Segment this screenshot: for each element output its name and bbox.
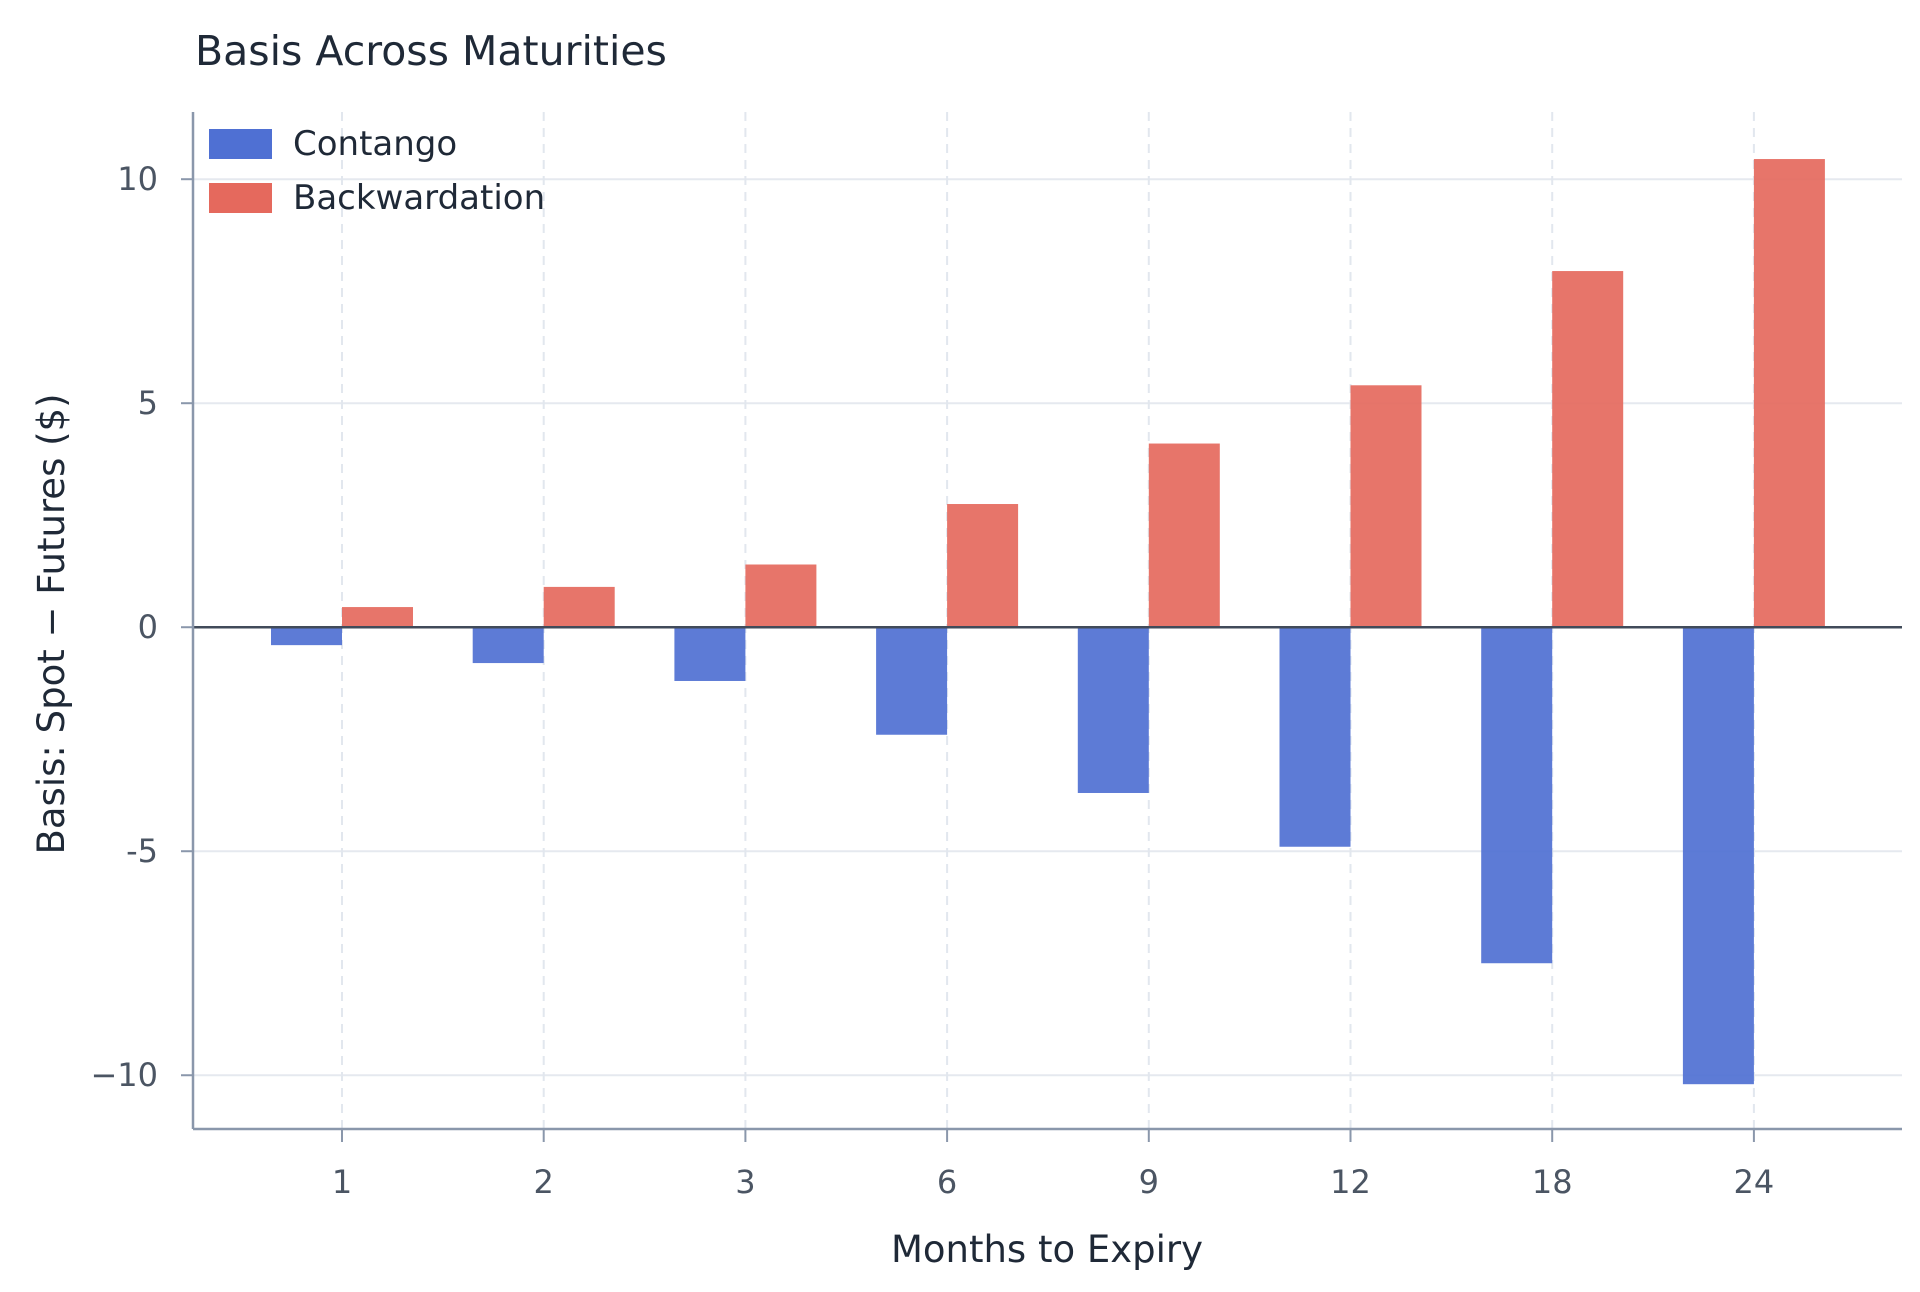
backwardation-bar: [1350, 385, 1422, 628]
legend: Contango Backwardation: [209, 124, 545, 218]
contango-bar: [876, 627, 948, 735]
bars: [271, 159, 1825, 1085]
backwardation-bar: [342, 607, 413, 628]
axes: [181, 112, 1902, 1142]
contango-bar: [472, 627, 544, 664]
x-tick-label: 24: [1734, 1163, 1775, 1201]
backwardation-bar: [1148, 443, 1220, 628]
x-tick-label: 18: [1532, 1163, 1573, 1201]
y-tick-label: −10: [90, 1056, 158, 1094]
backwardation-bar: [1552, 271, 1624, 628]
legend-label-contango: Contango: [293, 124, 457, 164]
x-tick-label: 3: [735, 1163, 755, 1201]
contango-bar: [674, 627, 746, 681]
x-axis-label: Months to Expiry: [891, 1228, 1203, 1271]
backwardation-bar: [1753, 159, 1825, 628]
grid-lines: [193, 112, 1902, 1129]
x-tick-label: 12: [1330, 1163, 1371, 1201]
legend-label-backwardation: Backwardation: [293, 178, 545, 218]
backwardation-bar: [543, 586, 615, 628]
contango-bar: [271, 627, 342, 646]
y-tick-label: 0: [138, 608, 158, 646]
x-tick-label: 2: [534, 1163, 554, 1201]
legend-swatch-contango: [209, 129, 272, 159]
y-axis-label: Basis: Spot − Futures ($): [30, 393, 73, 854]
x-tick-label: 6: [937, 1163, 957, 1201]
contango-bar: [1279, 627, 1351, 847]
y-tick-label: -5: [126, 832, 158, 870]
x-tick-label: 1: [332, 1163, 352, 1201]
backwardation-bar: [947, 504, 1019, 628]
contango-bar: [1682, 627, 1754, 1085]
legend-swatch-backwardation: [209, 183, 272, 213]
chart-title: Basis Across Maturities: [195, 27, 667, 75]
contango-bar: [1077, 627, 1149, 793]
y-tick-label: 5: [138, 384, 158, 422]
backwardation-bar: [745, 564, 817, 628]
contango-bar: [1481, 627, 1553, 964]
x-tick-label: 9: [1139, 1163, 1159, 1201]
y-tick-label: 10: [117, 160, 158, 198]
